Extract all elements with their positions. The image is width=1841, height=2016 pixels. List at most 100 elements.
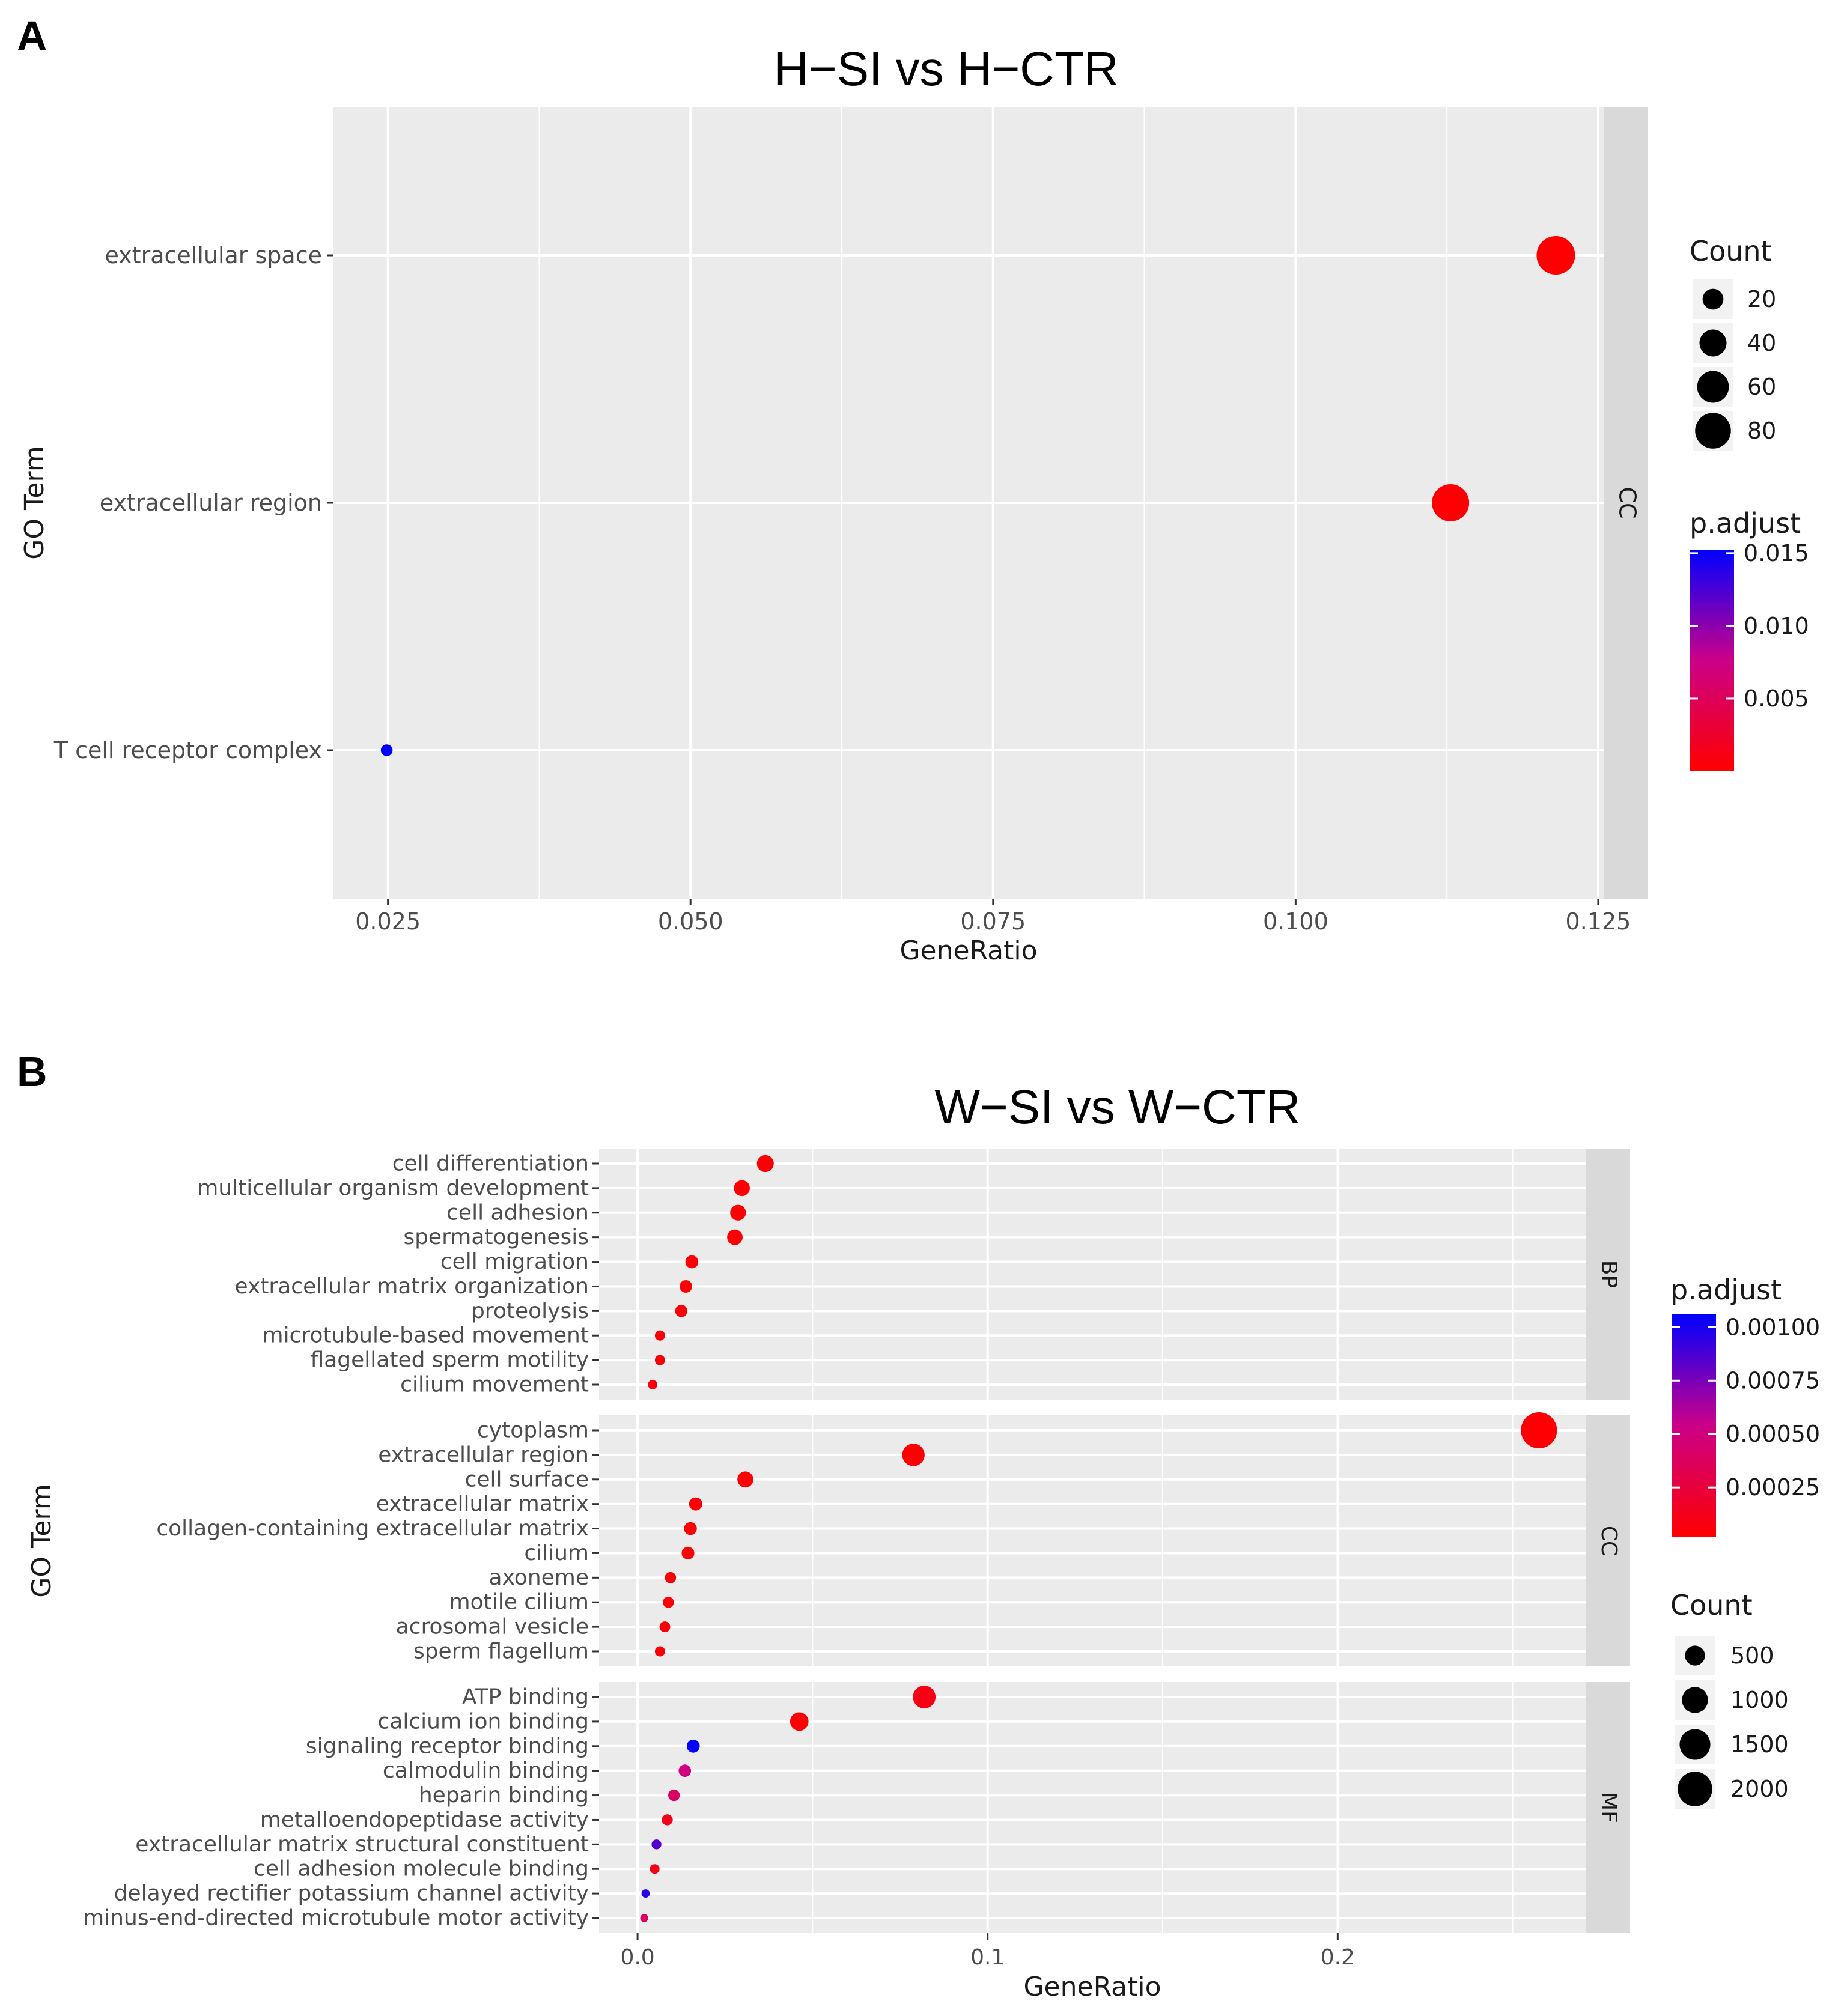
panel-b-y-tick-label-multicellular-organism-development: multicellular organism development: [197, 1176, 589, 1200]
panel-a-count-legend-dot: [1697, 371, 1729, 403]
panel-b-mf-plot-background: [599, 1682, 1586, 1933]
panel-a-colorbar-tick-label: 0.015: [1744, 540, 1809, 566]
panel-b-x-tick-label: 0.0: [620, 1945, 654, 1970]
panel-a-points: [380, 236, 1575, 756]
panel-b-count-legend-label: 1000: [1730, 1687, 1789, 1713]
panel-b-y-tick-label-motile-cilium: motile cilium: [449, 1590, 589, 1615]
panel-b-point-cell-surface: [737, 1471, 753, 1488]
panel-a-count-legend-label: 60: [1747, 374, 1776, 400]
panel-a-y-tick-label-t-cell-receptor-complex: T cell receptor complex: [53, 737, 322, 764]
panel-a-count-legend-dot: [1699, 329, 1727, 357]
panel-b-y-axis-title: GO Term: [26, 1484, 57, 1597]
panel-a-y-axis-title: GO Term: [19, 446, 50, 559]
panel-a-padjust-legend-title: p.adjust: [1690, 507, 1801, 539]
panel-a-count-legend-title: Count: [1690, 235, 1772, 267]
panel-b-label: B: [17, 1048, 47, 1095]
panel-b-count-legend-label: 500: [1730, 1642, 1774, 1669]
panel-b-point-cell-adhesion-molecule-binding: [650, 1864, 660, 1874]
panel-b-point-cell-migration: [685, 1255, 699, 1269]
panel-b-padjust-legend: p.adjust 0.00100 0.00075 0.00050 0.00025: [1670, 1274, 1820, 1537]
panel-a-y-ticks: extracellular space extracellular region T…: [53, 242, 333, 764]
panel-b-y-tick-label-signaling-receptor-binding: signaling receptor binding: [306, 1734, 589, 1758]
panel-b-y-tick-label-delayed-rectifier-potassium-channel-activity: delayed rectifier potassium channel acti…: [114, 1881, 589, 1906]
panel-b-y-tick-label-collagen-containing-extracellular-matrix: collagen-containing extracellular matrix: [156, 1516, 589, 1541]
panel-a-x-tick-label: 0.025: [355, 908, 421, 935]
panel-b-count-legend-dot: [1682, 1687, 1708, 1713]
panel-b-colorbar-tick-label: 0.00100: [1726, 1314, 1820, 1340]
panel-a-x-tick-label: 0.050: [658, 908, 723, 935]
panel-b-point-collagen-containing-extracellular-matrix: [684, 1522, 697, 1535]
panel-b-point-acrosomal-vesicle: [659, 1621, 671, 1633]
panel-a-colorbar: [1690, 550, 1734, 771]
panel-b-point-extracellular-matrix-organization: [680, 1280, 692, 1293]
panel-b-y-tick-label-spermatogenesis: spermatogenesis: [403, 1225, 589, 1249]
panel-a-facet-strip-label: CC: [1614, 487, 1641, 518]
panel-b-y-tick-label-minus-end-directed-microtubule-motor-activity: minus-end-directed microtubule motor act…: [83, 1906, 589, 1931]
panel-b-colorbar-tick-label: 0.00050: [1726, 1421, 1820, 1447]
panel-b-count-legend-keys: 500 1000 1500 2000: [1675, 1636, 1789, 1809]
panel-a-count-legend-dot: [1702, 288, 1724, 310]
panel-b-y-tick-label-cilium: cilium: [524, 1541, 589, 1565]
panel-b-point-cell-differentiation: [756, 1155, 774, 1173]
panel-b-y-tick-label-sperm-flagellum: sperm flagellum: [413, 1639, 589, 1664]
panel-b-y-tick-label-proteolysis: proteolysis: [471, 1299, 589, 1323]
panel-a-count-legend-label: 80: [1747, 417, 1776, 444]
panel-b-point-microtubule-based-movement: [654, 1330, 665, 1341]
panel-b-colorbar: [1672, 1314, 1716, 1537]
panel-b-count-legend-dot: [1678, 1772, 1712, 1806]
panel-b-colorbar-tick-label: 0.00025: [1726, 1474, 1820, 1501]
panel-b-point-metalloendopeptidase-activity: [662, 1814, 673, 1826]
panel-a-x-axis-title: GeneRatio: [899, 935, 1037, 966]
panel-b: B W−SI vs W−CTR cell differentiationmult…: [17, 1048, 1820, 2002]
panel-a-point-t-cell-receptor-complex: [380, 744, 393, 756]
panel-a-gridlines: [333, 107, 1604, 899]
panel-a-colorbar-tick-label: 0.005: [1744, 685, 1809, 712]
panel-b-cc-plot-background: [599, 1415, 1586, 1666]
panel-b-title: W−SI vs W−CTR: [935, 1080, 1301, 1134]
panel-a: A H−SI vs H−CTR extracellular spaceextra…: [17, 13, 1809, 966]
panel-b-bp-plot-background: [599, 1149, 1586, 1400]
panel-b-colorbar-tick-label: 0.00075: [1726, 1367, 1820, 1394]
panel-a-y-tick-label-extracellular-space: extracellular space: [105, 242, 322, 269]
panel-b-y-tick-label-heparin-binding: heparin binding: [419, 1783, 589, 1808]
panel-b-y-tick-label-cytoplasm: cytoplasm: [477, 1418, 589, 1443]
panel-b-mf-facet-strip: [1586, 1682, 1630, 1933]
panel-a-y-tick-label-extracellular-region: extracellular region: [100, 490, 322, 516]
panel-a-count-legend: Count 20 40 60 80: [1690, 235, 1776, 451]
panel-b-point-cytoplasm: [1521, 1412, 1557, 1448]
panel-b-point-sperm-flagellum: [654, 1646, 665, 1657]
panel-a-count-legend-dot: [1695, 413, 1731, 449]
panel-b-y-tick-label-acrosomal-vesicle: acrosomal vesicle: [396, 1615, 589, 1639]
panel-b-count-legend-title: Count: [1670, 1589, 1753, 1621]
panel-b-point-calmodulin-binding: [678, 1764, 692, 1778]
panel-b-point-signaling-receptor-binding: [686, 1739, 700, 1753]
panel-b-point-cilium-movement: [648, 1380, 657, 1389]
panel-b-y-tick-label-metalloendopeptidase-activity: metalloendopeptidase activity: [260, 1808, 589, 1832]
panel-b-y-tick-label-flagellated-sperm-motility: flagellated sperm motility: [311, 1348, 589, 1373]
panel-a-facet-strip: [1604, 107, 1648, 899]
panel-b-y-tick-label-extracellular-matrix-organization: extracellular matrix organization: [235, 1274, 589, 1299]
panel-b-point-minus-end-directed-microtubule-motor-activity: [640, 1914, 648, 1922]
panel-b-count-legend-label: 1500: [1730, 1731, 1789, 1758]
panel-b-count-legend-dot: [1679, 1729, 1711, 1760]
panel-b-point-atp-binding: [913, 1686, 936, 1708]
panel-a-x-tick-label: 0.075: [960, 908, 1026, 935]
panel-a-x-tick-label: 0.100: [1263, 908, 1328, 935]
panel-b-x-axis-title: GeneRatio: [1023, 1972, 1161, 2002]
panel-b-point-spermatogenesis: [727, 1229, 743, 1245]
panel-b-point-extracellular-region: [902, 1444, 925, 1466]
panel-b-point-flagellated-sperm-motility: [654, 1355, 665, 1365]
panel-b-gridlines: [599, 1149, 1586, 1933]
panel-b-y-tick-label-atp-binding: ATP binding: [462, 1685, 589, 1710]
panel-b-y-tick-label-calcium-ion-binding: calcium ion binding: [378, 1709, 589, 1734]
panel-b-cc-strip-label: CC: [1596, 1526, 1621, 1556]
panel-a-colorbar-ticks: 0.015 0.010 0.005: [1690, 540, 1809, 712]
panel-b-point-cell-adhesion: [730, 1204, 746, 1221]
panel-b-bp-facet-strip: [1586, 1149, 1630, 1400]
panel-b-y-tick-label-cell-surface: cell surface: [465, 1467, 589, 1492]
panel-b-colorbar-ticks: 0.00100 0.00075 0.00050 0.00025: [1672, 1314, 1820, 1501]
panel-a-title: H−SI vs H−CTR: [774, 42, 1118, 96]
panel-a-count-legend-keys: 20 40 60 80: [1693, 279, 1776, 451]
panel-b-x-tick-label: 0.1: [970, 1945, 1005, 1970]
